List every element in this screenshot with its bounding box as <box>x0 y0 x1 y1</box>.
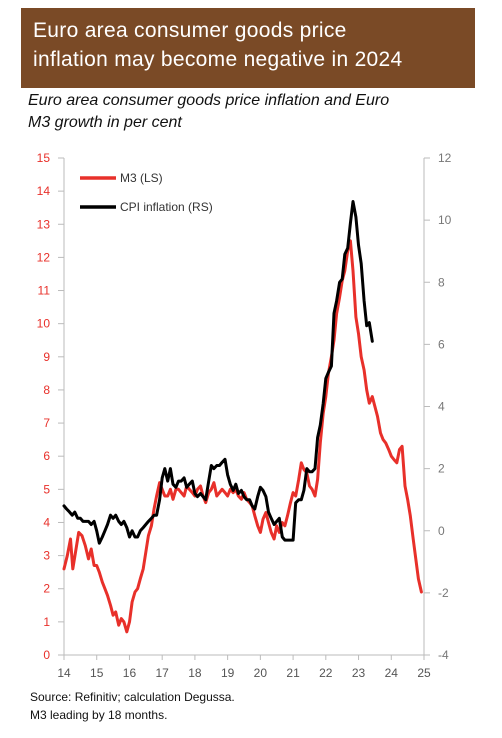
left-tick-label: 2 <box>43 582 50 596</box>
series-line-cpi <box>62 200 374 545</box>
left-tick-label: 6 <box>43 449 50 463</box>
x-tick-label: 21 <box>286 666 300 680</box>
left-tick-label: 11 <box>38 284 51 298</box>
left-tick-label: 5 <box>43 482 50 496</box>
chart-title-line-1: Euro area consumer goods price <box>33 19 347 42</box>
left-tick-label: 4 <box>43 515 50 529</box>
chart-title-line-2: inflation may become negative in 2024 <box>33 48 403 71</box>
left-tick-label: 3 <box>43 549 50 563</box>
right-tick-label: 10 <box>438 213 452 227</box>
left-tick-label: 9 <box>43 350 50 364</box>
right-tick-label: 8 <box>438 275 445 289</box>
right-tick-label: 12 <box>438 151 452 165</box>
series-layer <box>62 200 423 634</box>
left-tick-label: 14 <box>37 184 51 198</box>
x-tick-label: 23 <box>352 666 366 680</box>
left-tick-label: 8 <box>43 383 50 397</box>
right-tick-label: -4 <box>438 648 449 662</box>
right-tick-label: 4 <box>438 400 445 414</box>
chart-subtitle: Euro area consumer goods price inflation… <box>28 90 488 134</box>
left-tick-label: 0 <box>43 648 50 662</box>
legend-label: M3 (LS) <box>120 171 163 185</box>
left-tick-label: 7 <box>43 416 50 430</box>
left-tick-label: 10 <box>37 317 51 331</box>
x-tick-label: 24 <box>385 666 399 680</box>
left-tick-label: 13 <box>37 217 51 231</box>
chart-subtitle-line-2: M3 growth in per cent <box>28 114 182 131</box>
left-tick-label: 15 <box>37 151 51 165</box>
left-tick-label: 1 <box>43 615 50 629</box>
x-tick-label: 14 <box>57 666 71 680</box>
x-tick-label: 20 <box>254 666 268 680</box>
source-note: Source: Refinitiv; calculation Degussa. … <box>30 688 235 724</box>
x-tick-label: 17 <box>156 666 170 680</box>
x-tick-label: 25 <box>417 666 431 680</box>
right-tick-label: 0 <box>438 524 445 538</box>
x-tick-label: 16 <box>123 666 137 680</box>
x-tick-label: 15 <box>90 666 104 680</box>
chart-subtitle-line-1: Euro area consumer goods price inflation… <box>28 92 390 109</box>
chart-legend: M3 (LS) CPI inflation (RS) <box>80 171 213 214</box>
right-tick-label: 2 <box>438 462 445 476</box>
title-banner: Euro area consumer goods price inflation… <box>21 8 475 88</box>
x-tick-label: 19 <box>221 666 235 680</box>
right-tick-label: -2 <box>438 586 449 600</box>
source-line-2: M3 leading by 18 months. <box>30 708 168 722</box>
x-tick-label: 18 <box>188 666 202 680</box>
right-tick-label: 6 <box>438 337 445 351</box>
series-line-m3 <box>62 239 423 634</box>
x-tick-label: 22 <box>319 666 333 680</box>
legend-label: CPI inflation (RS) <box>120 200 213 214</box>
source-line-1: Source: Refinitiv; calculation Degussa. <box>30 690 235 704</box>
left-tick-label: 12 <box>37 250 51 264</box>
